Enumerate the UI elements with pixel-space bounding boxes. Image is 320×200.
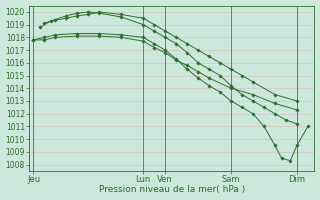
X-axis label: Pression niveau de la mer( hPa ): Pression niveau de la mer( hPa ) xyxy=(99,185,245,194)
